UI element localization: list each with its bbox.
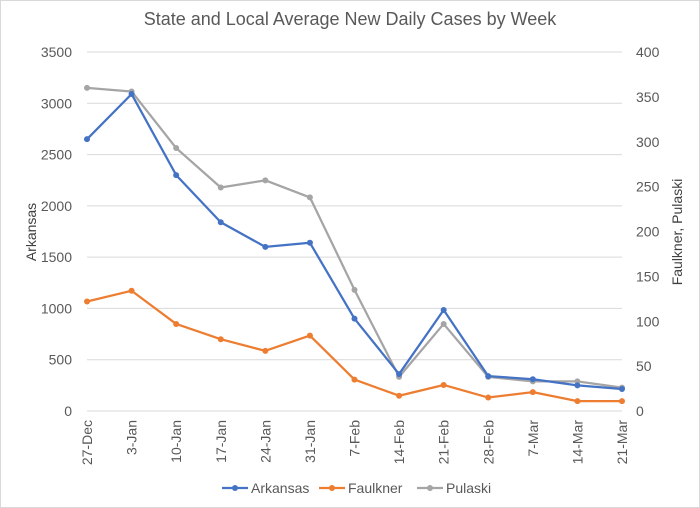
right-tick-label: 50 <box>636 358 652 374</box>
arkansas-point <box>574 382 581 389</box>
left-tick-label: 500 <box>49 352 73 368</box>
gridlines <box>87 51 622 412</box>
pulaski-point <box>173 145 180 152</box>
pulaski-point <box>306 194 313 201</box>
faulkner-point <box>128 287 135 294</box>
left-tick-label: 3500 <box>41 44 72 60</box>
left-tick-label: 0 <box>64 403 72 419</box>
legend-item-faulkner: Faulkner <box>319 480 403 496</box>
right-tick-label: 350 <box>636 89 660 105</box>
chart-title: State and Local Average New Daily Cases … <box>143 9 557 29</box>
pulaski-point <box>440 320 447 327</box>
x-tick-label: 7-Mar <box>525 420 541 457</box>
right-tick-label: 150 <box>636 268 660 284</box>
x-tick-label: 28-Feb <box>480 420 496 465</box>
pulaski-point <box>351 286 358 293</box>
right-axis-ticks: 0 50 100 150 200 250 300 350 400 <box>636 44 660 419</box>
left-tick-label: 1500 <box>41 249 72 265</box>
faulkner-point <box>440 381 447 388</box>
faulkner-point <box>173 320 180 327</box>
faulkner-point <box>351 376 358 383</box>
arkansas-point <box>84 136 90 143</box>
pulaski-line <box>86 86 623 389</box>
left-tick-label: 2500 <box>41 147 72 163</box>
right-tick-label: 300 <box>636 134 660 150</box>
legend-label: Arkansas <box>251 480 309 496</box>
series-layer <box>84 84 625 405</box>
right-tick-label: 200 <box>636 224 660 240</box>
arkansas-point <box>351 315 358 322</box>
x-tick-label: 27-Dec <box>79 420 95 465</box>
series-arkansas <box>84 91 625 392</box>
arkansas-point <box>529 376 536 383</box>
right-axis-title: Faulkner, Pulaski <box>669 179 685 286</box>
arkansas-point <box>128 91 135 98</box>
arkansas-point <box>173 172 180 179</box>
faulkner-line <box>86 289 622 403</box>
faulkner-point <box>217 336 224 343</box>
arkansas-point <box>396 371 403 378</box>
right-tick-label: 250 <box>636 179 660 195</box>
arkansas-point <box>306 239 313 246</box>
x-tick-label: 10-Jan <box>168 420 184 463</box>
pulaski-point <box>217 184 224 191</box>
x-axis-ticks: 27-Dec 3-Jan 10-Jan 17-Jan 24-Jan 31-Jan 7-Feb… <box>79 420 630 465</box>
series-faulkner <box>84 287 625 405</box>
x-tick-label: 21-Mar <box>614 420 630 465</box>
faulkner-point <box>619 398 625 405</box>
left-axis-ticks: 0 500 1000 1500 2000 2500 3000 3500 <box>41 44 72 419</box>
x-tick-label: 21-Feb <box>436 420 452 465</box>
x-tick-label: 31-Jan <box>302 420 318 463</box>
faulkner-point <box>574 398 581 405</box>
series-pulaski <box>84 84 625 391</box>
left-axis-title: Arkansas <box>23 203 39 261</box>
arkansas-point <box>619 385 625 392</box>
pulaski-point <box>262 177 269 184</box>
x-tick-label: 17-Jan <box>213 420 229 463</box>
right-tick-label: 100 <box>636 313 660 329</box>
pulaski-point <box>84 84 90 91</box>
left-tick-label: 1000 <box>41 300 72 316</box>
right-tick-label: 400 <box>636 44 660 60</box>
x-tick-label: 3-Jan <box>124 420 140 455</box>
faulkner-point <box>529 389 536 396</box>
arkansas-point <box>440 306 447 313</box>
legend-item-pulaski: Pulaski <box>417 480 491 496</box>
faulkner-point <box>84 298 90 305</box>
arkansas-point <box>262 243 269 250</box>
legend-label: Faulkner <box>348 480 403 496</box>
faulkner-point <box>396 392 403 399</box>
faulkner-point <box>262 347 269 354</box>
legend-swatch-marker <box>232 485 238 491</box>
left-tick-label: 2000 <box>41 198 72 214</box>
faulkner-point <box>306 332 313 339</box>
arkansas-point <box>217 219 224 226</box>
legend: Arkansas Faulkner Pulaski <box>222 480 491 496</box>
right-tick-label: 0 <box>636 403 644 419</box>
x-tick-label: 7-Feb <box>347 420 363 457</box>
x-tick-label: 24-Jan <box>257 420 273 463</box>
legend-label: Pulaski <box>446 480 491 496</box>
x-tick-label: 14-Mar <box>569 420 585 465</box>
arkansas-point <box>485 373 492 380</box>
faulkner-point <box>485 394 492 401</box>
legend-item-arkansas: Arkansas <box>222 480 309 496</box>
x-tick-label: 14-Feb <box>391 420 407 465</box>
legend-swatch-marker <box>427 485 433 491</box>
legend-swatch-marker <box>329 485 335 491</box>
left-tick-label: 3000 <box>41 95 72 111</box>
